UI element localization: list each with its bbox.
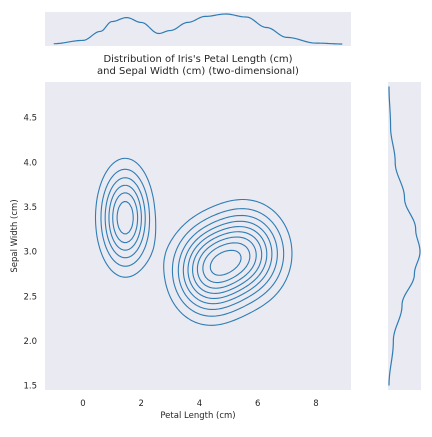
y-axis-ticks: 1.5 2.0 2.5 3.0 3.5 4.0 4.5: [23, 114, 37, 392]
main-plot-panel: [45, 82, 351, 390]
contour-level-4: [108, 184, 273, 305]
contour-level-9: [209, 249, 242, 276]
y-tick-label: 1.5: [23, 382, 37, 392]
y-axis-label: Sepal Width (cm): [10, 199, 20, 272]
x-axis-ticks: 0 2 4 6 8: [80, 399, 319, 409]
contour-level-8: [202, 242, 251, 284]
top-marginal-density-curve: [53, 13, 343, 45]
contour-level-7: [196, 236, 257, 289]
contour-level-5: [112, 192, 268, 300]
y-tick-label: 3.5: [23, 203, 37, 213]
contour-level-1: [94, 157, 293, 326]
x-tick-label: 8: [313, 399, 318, 409]
y-tick-label: 2.5: [23, 292, 37, 302]
y-tick-label: 3.0: [23, 248, 37, 258]
kde-contour-lines: [94, 157, 293, 326]
x-tick-label: 0: [80, 399, 85, 409]
x-tick-label: 2: [138, 399, 143, 409]
x-tick-label: 4: [197, 399, 202, 409]
y-tick-label: 4.5: [23, 114, 37, 124]
contour-level-2: [100, 168, 285, 317]
contour-level-6: [116, 201, 263, 294]
chart-title-line-1: Distribution of Iris's Petal Length (cm): [103, 54, 292, 65]
y-tick-label: 2.0: [23, 337, 37, 347]
x-tick-label: 6: [255, 399, 260, 409]
contour-level-3: [104, 177, 278, 310]
chart-title-line-2: and Sepal Width (cm) (two-dimensional): [97, 66, 299, 77]
x-axis-label: Petal Length (cm): [160, 411, 235, 421]
right-marginal-density-curve: [388, 86, 421, 386]
y-tick-label: 4.0: [23, 158, 37, 168]
